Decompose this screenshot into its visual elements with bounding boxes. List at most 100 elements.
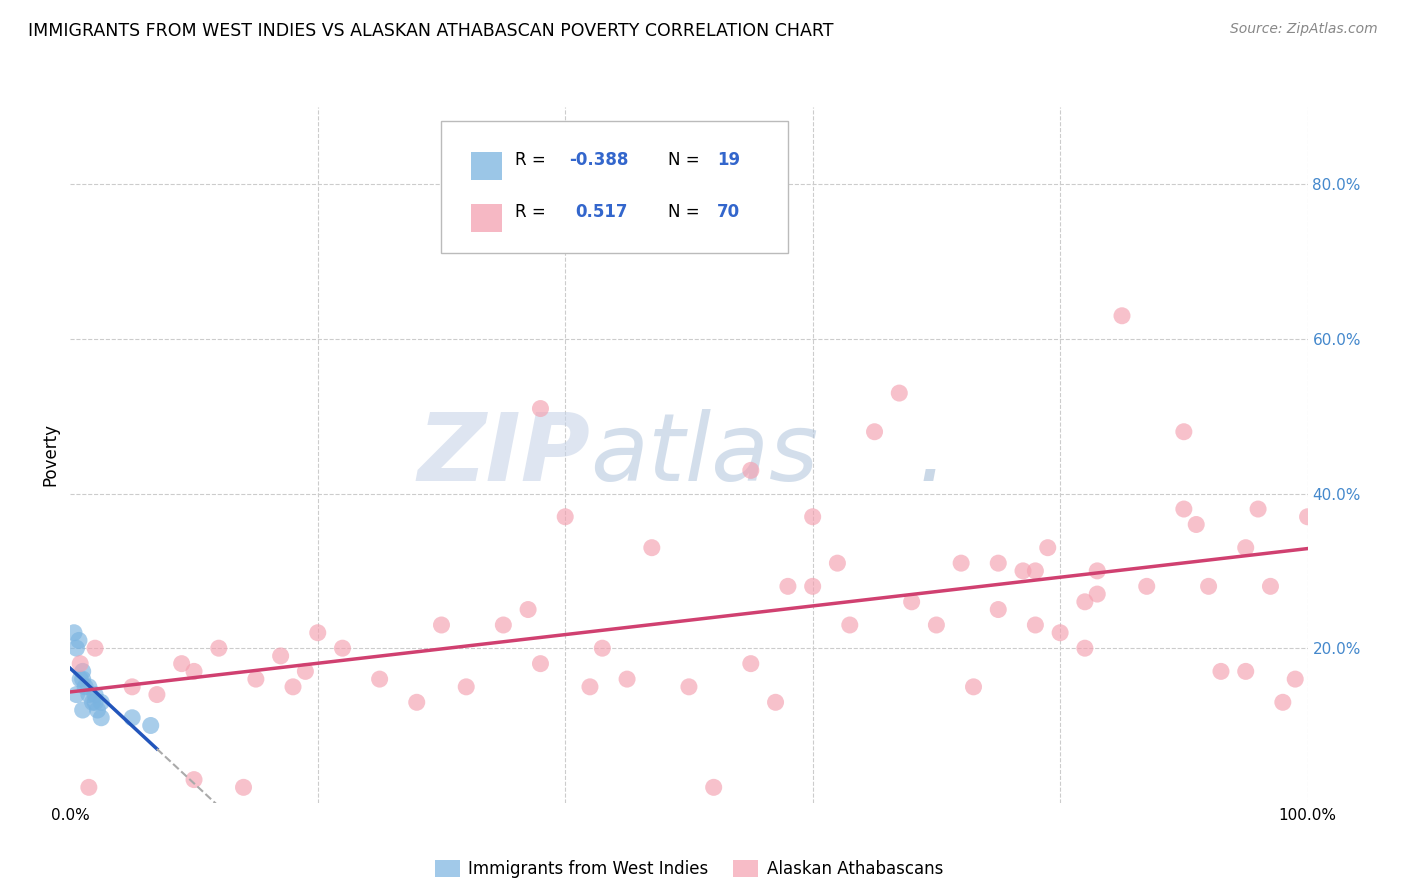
Point bbox=[1173, 502, 1195, 516]
Point bbox=[139, 718, 162, 732]
Point bbox=[82, 695, 104, 709]
Point bbox=[1012, 564, 1035, 578]
Point bbox=[740, 463, 762, 477]
Point bbox=[65, 641, 87, 656]
Point bbox=[121, 711, 143, 725]
Point bbox=[554, 509, 576, 524]
Point bbox=[1049, 625, 1071, 640]
Text: R =: R = bbox=[516, 203, 557, 221]
Text: -0.388: -0.388 bbox=[568, 151, 628, 169]
Point bbox=[1173, 425, 1195, 439]
Point bbox=[65, 688, 87, 702]
Point bbox=[183, 772, 205, 787]
Point bbox=[1198, 579, 1220, 593]
Point bbox=[1185, 517, 1208, 532]
Point bbox=[838, 618, 860, 632]
Point bbox=[900, 595, 922, 609]
Point bbox=[84, 695, 107, 709]
Point bbox=[492, 618, 515, 632]
Point bbox=[183, 665, 205, 679]
Point bbox=[987, 556, 1010, 570]
Point bbox=[1074, 641, 1097, 656]
Point bbox=[765, 695, 787, 709]
Point bbox=[1234, 541, 1257, 555]
Point bbox=[84, 688, 107, 702]
FancyBboxPatch shape bbox=[471, 153, 502, 180]
Point bbox=[1024, 618, 1046, 632]
Point bbox=[1209, 665, 1232, 679]
Point bbox=[529, 657, 551, 671]
Point bbox=[146, 688, 169, 702]
Point bbox=[1074, 595, 1097, 609]
Point bbox=[84, 641, 107, 656]
Point bbox=[1036, 541, 1059, 555]
Point bbox=[1260, 579, 1282, 593]
Point bbox=[579, 680, 602, 694]
Point bbox=[208, 641, 231, 656]
Point bbox=[245, 672, 267, 686]
Point bbox=[121, 680, 143, 694]
Point bbox=[430, 618, 453, 632]
Text: R =: R = bbox=[516, 151, 551, 169]
Point bbox=[1085, 564, 1108, 578]
Point bbox=[1136, 579, 1159, 593]
Point bbox=[332, 641, 354, 656]
Point bbox=[405, 695, 427, 709]
Text: IMMIGRANTS FROM WEST INDIES VS ALASKAN ATHABASCAN POVERTY CORRELATION CHART: IMMIGRANTS FROM WEST INDIES VS ALASKAN A… bbox=[28, 22, 834, 40]
Point bbox=[86, 703, 108, 717]
Point bbox=[1234, 665, 1257, 679]
Point bbox=[77, 680, 100, 694]
Point bbox=[63, 625, 86, 640]
Text: 19: 19 bbox=[717, 151, 741, 169]
Point bbox=[1085, 587, 1108, 601]
Point bbox=[72, 665, 94, 679]
Point bbox=[641, 541, 664, 555]
Point bbox=[1271, 695, 1294, 709]
Point bbox=[1111, 309, 1133, 323]
Point bbox=[678, 680, 700, 694]
Text: 70: 70 bbox=[717, 203, 741, 221]
Point bbox=[987, 602, 1010, 616]
Text: .: . bbox=[918, 409, 948, 500]
Point bbox=[1247, 502, 1270, 516]
Point bbox=[90, 695, 112, 709]
Point bbox=[529, 401, 551, 416]
Text: atlas: atlas bbox=[591, 409, 818, 500]
Point bbox=[307, 625, 329, 640]
Point bbox=[801, 579, 824, 593]
Point bbox=[889, 386, 911, 401]
Text: N =: N = bbox=[668, 203, 704, 221]
Point bbox=[456, 680, 478, 694]
Text: N =: N = bbox=[668, 151, 704, 169]
Point bbox=[72, 672, 94, 686]
Point bbox=[740, 657, 762, 671]
Point bbox=[281, 680, 304, 694]
Text: 0.517: 0.517 bbox=[575, 203, 627, 221]
Point bbox=[75, 680, 97, 694]
FancyBboxPatch shape bbox=[441, 121, 787, 253]
Y-axis label: Poverty: Poverty bbox=[41, 424, 59, 486]
Point bbox=[77, 688, 100, 702]
Point bbox=[776, 579, 799, 593]
Point bbox=[517, 602, 540, 616]
Point bbox=[232, 780, 254, 795]
Point bbox=[950, 556, 973, 570]
Point bbox=[170, 657, 193, 671]
Text: Source: ZipAtlas.com: Source: ZipAtlas.com bbox=[1230, 22, 1378, 37]
FancyBboxPatch shape bbox=[471, 204, 502, 232]
Point bbox=[67, 633, 90, 648]
Point bbox=[72, 703, 94, 717]
Point bbox=[1284, 672, 1306, 686]
Point bbox=[1296, 509, 1319, 524]
Point bbox=[925, 618, 948, 632]
Point bbox=[591, 641, 613, 656]
Text: ZIP: ZIP bbox=[418, 409, 591, 501]
Point bbox=[77, 780, 100, 795]
Point bbox=[368, 672, 391, 686]
Point bbox=[827, 556, 849, 570]
Point bbox=[69, 672, 91, 686]
Point bbox=[962, 680, 984, 694]
Point bbox=[294, 665, 316, 679]
Point bbox=[703, 780, 725, 795]
Legend: Immigrants from West Indies, Alaskan Athabascans: Immigrants from West Indies, Alaskan Ath… bbox=[429, 854, 949, 885]
